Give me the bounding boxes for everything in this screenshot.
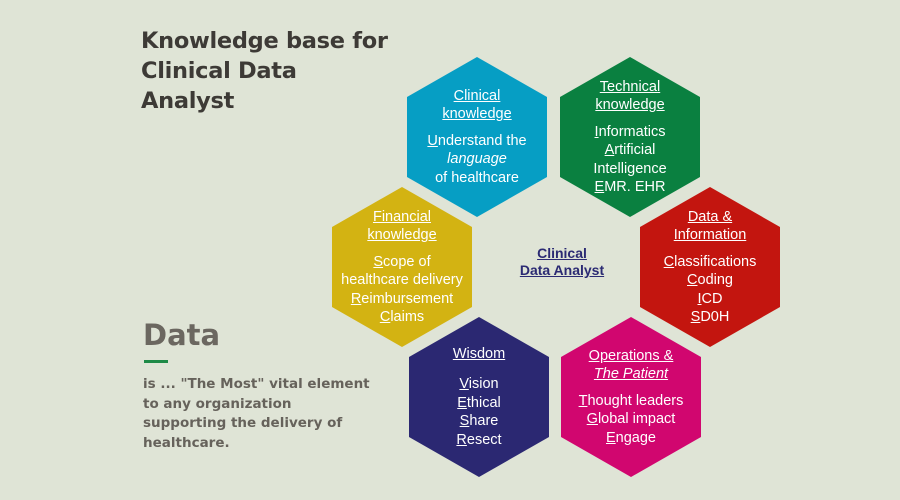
hex-item: Intelligence	[593, 160, 667, 177]
hex-operations-patient: Operations & The Patient Thought leaders …	[561, 317, 701, 477]
hex-item: Share	[459, 413, 499, 430]
page-title: Knowledge base for Clinical Data Analyst	[141, 26, 388, 116]
hex-data-information: Data & Information Classifications Coding…	[640, 187, 780, 347]
hex-item: SD0H	[690, 309, 730, 325]
title-line-3: Analyst	[141, 88, 235, 114]
data-heading: Data	[143, 318, 221, 352]
hex-item: Claims	[379, 309, 425, 325]
hex-clinical-knowledge: Clinical knowledge Understand the languag…	[407, 57, 547, 217]
hex-heading: Wisdom	[452, 345, 506, 362]
hex-heading: Technical knowledge	[595, 78, 665, 114]
hex-item: Global impact	[586, 411, 676, 428]
hex-technical-knowledge: Technical knowledge Informatics Artificia…	[560, 57, 700, 217]
accent-divider	[144, 360, 168, 363]
title-line-2: Clinical Data	[141, 58, 297, 84]
hex-item: Engage	[606, 429, 656, 446]
hex-wisdom: Wisdom Vision Ethical Share Resect	[409, 317, 549, 477]
hex-financial-knowledge: Financial knowledge Scope of healthcare d…	[332, 187, 472, 347]
hex-item: Vision	[459, 376, 499, 393]
hex-heading: Clinical knowledge	[442, 87, 512, 123]
hex-item: Coding	[687, 272, 733, 288]
hex-item: Ethical	[457, 394, 501, 411]
hex-heading: Financial knowledge	[367, 208, 437, 244]
hex-item: Scope of	[373, 253, 431, 270]
hex-item: language	[447, 151, 507, 168]
hex-item: of healthcare	[435, 169, 519, 186]
title-line-1: Knowledge base for	[141, 28, 388, 54]
hex-heading: Operations & The Patient	[588, 347, 674, 383]
hex-item: ICD	[697, 290, 723, 307]
hex-item: Reimbursement	[350, 290, 454, 307]
hex-item: Understand the	[427, 132, 527, 149]
hex-item: EMR. EHR	[594, 179, 666, 195]
center-label: Clinical Data Analyst	[519, 245, 605, 278]
hex-item: healthcare delivery	[341, 272, 463, 288]
hex-item: Artificial	[604, 142, 656, 158]
hex-item-rest: nderstand the	[437, 132, 527, 149]
data-description: is ... "The Most" vital element to any o…	[143, 376, 370, 451]
hex-item: Classifications	[663, 253, 757, 270]
hex-item: Thought leaders	[578, 392, 684, 409]
hex-item: Informatics	[594, 123, 666, 140]
hex-item: Resect	[456, 431, 502, 448]
hex-heading: Data & Information	[673, 208, 747, 244]
